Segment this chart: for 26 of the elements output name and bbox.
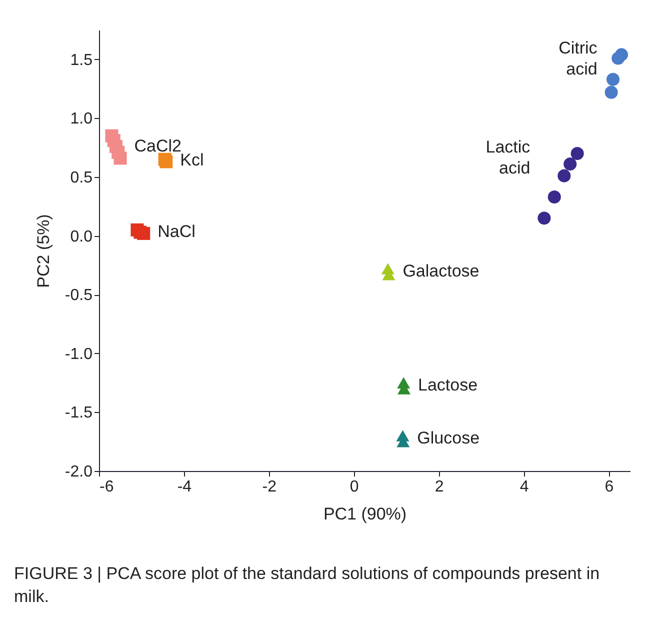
x-tick-label: 0 xyxy=(350,478,359,496)
series-label: CaCl2 xyxy=(134,136,182,156)
series-label: Galactose xyxy=(402,262,480,281)
y-tick-label: -1.0 xyxy=(64,346,93,363)
series-label: Lactose xyxy=(418,376,478,395)
y-tick-label: -1.5 xyxy=(64,404,93,422)
y-tick-label: 1.0 xyxy=(70,110,93,128)
y-axis-title: PC2 (5%) xyxy=(34,214,53,288)
x-tick-label: -6 xyxy=(100,478,114,496)
series-label: Glucose xyxy=(417,428,480,448)
y-tick-label: 1.5 xyxy=(70,52,93,69)
y-tick-label: -2.0 xyxy=(64,464,93,480)
x-tick-label: -2 xyxy=(262,478,277,496)
series-label: Lactic acid xyxy=(486,137,531,178)
x-tick-label: -4 xyxy=(177,478,192,496)
y-tick-label: 0.0 xyxy=(70,228,93,246)
y-tick-label: 0.5 xyxy=(70,170,93,186)
series-label: NaCl xyxy=(158,222,196,241)
x-tick-label: 4 xyxy=(520,478,529,496)
x-axis-title: PC1 (90%) xyxy=(323,504,407,524)
series-label: Kcl xyxy=(180,150,204,170)
x-tick-label: 6 xyxy=(604,478,614,496)
series-label: Citric acid xyxy=(558,38,598,79)
y-tick-label: -0.5 xyxy=(64,287,93,304)
x-tick-label: 2 xyxy=(434,478,444,496)
caption: FIGURE 3 | PCA score plot of the standard solutions of compounds present in milk. xyxy=(14,563,601,608)
